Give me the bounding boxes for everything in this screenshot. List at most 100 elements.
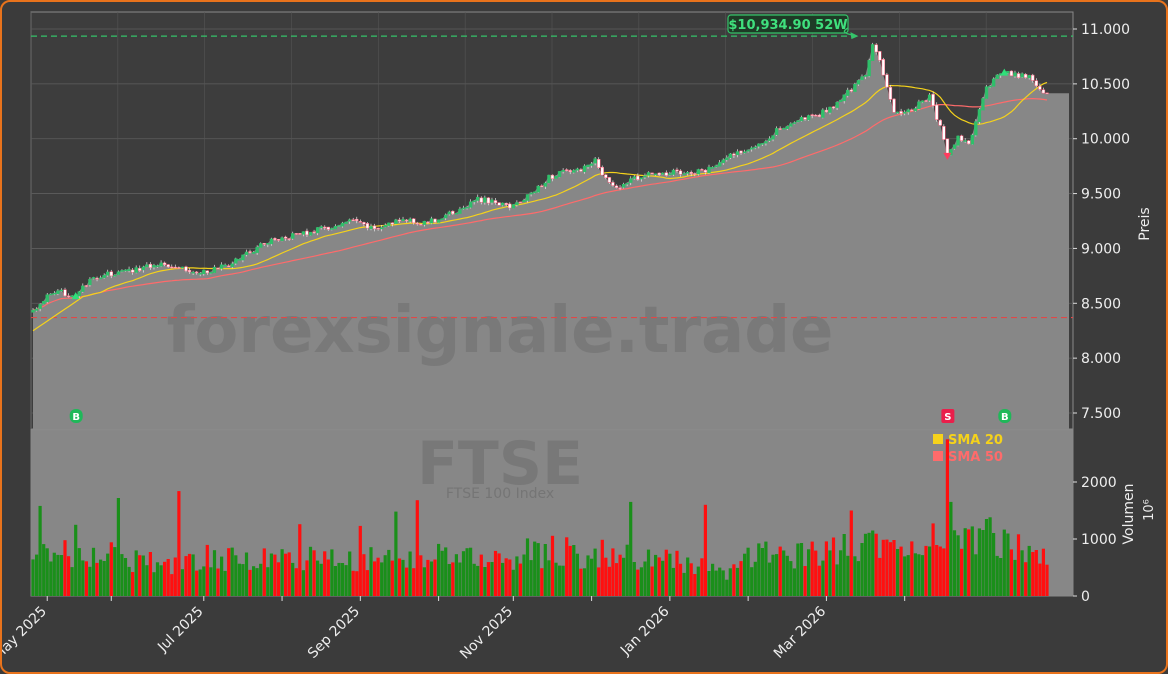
candle-body: [362, 222, 366, 225]
candle-body: [949, 149, 953, 156]
volume-bar: [952, 530, 957, 596]
volume-bar: [351, 570, 355, 596]
volume-bar: [77, 548, 81, 596]
volume-bar: [252, 566, 256, 596]
candle-body: [141, 266, 145, 271]
volume-bar: [614, 563, 619, 596]
volume-bar: [867, 532, 871, 596]
volume-bar: [195, 570, 199, 596]
candle-body: [735, 151, 740, 155]
volume-bar: [511, 569, 515, 596]
price-axis-label: Preis: [1137, 207, 1153, 240]
volume-bar: [433, 559, 437, 596]
volume-bar: [419, 555, 423, 596]
volume-bar: [209, 567, 213, 596]
volume-bar: [799, 543, 804, 596]
volume-bar: [831, 537, 836, 596]
volume-bar: [789, 561, 793, 596]
volume-bar: [693, 574, 697, 596]
volume-bar: [355, 571, 359, 596]
volume-bar: [778, 546, 782, 596]
legend-swatch: [933, 434, 943, 444]
candle-body: [365, 223, 370, 229]
volume-bar: [575, 553, 579, 596]
candle-body: [582, 165, 587, 172]
volume-bar: [490, 562, 494, 596]
volume-bar: [163, 561, 167, 596]
volume-bar: [856, 561, 860, 596]
volume-bar: [992, 533, 996, 596]
candle-body: [838, 99, 843, 102]
volume-bar: [155, 562, 160, 596]
candle-body: [675, 169, 679, 172]
candle-body: [874, 44, 878, 53]
candle-body: [661, 172, 665, 175]
candle-body: [710, 167, 715, 169]
volume-bar: [316, 560, 320, 596]
volume-bar: [401, 559, 405, 596]
candle-body: [63, 289, 67, 297]
volume-bar: [771, 554, 775, 596]
candle-body: [682, 173, 686, 175]
volume-bar: [56, 554, 60, 596]
volume-bar: [422, 567, 426, 596]
candle-body: [223, 264, 227, 267]
candle-body: [38, 304, 42, 309]
volume-bar: [625, 544, 629, 596]
volume-axis-label: Volumen: [1121, 484, 1137, 545]
volume-bar: [319, 563, 323, 596]
candle-body: [632, 176, 637, 179]
volume-bar: [1002, 529, 1006, 596]
candle-body: [664, 172, 669, 176]
candle-body: [906, 109, 910, 113]
volume-bar: [835, 564, 839, 596]
candle-body: [700, 169, 704, 171]
candle-body: [152, 264, 156, 268]
volume-bar: [116, 498, 120, 596]
candle-body: [522, 200, 526, 203]
candle-body: [1023, 73, 1028, 78]
candle-body: [913, 108, 918, 112]
candle-body: [390, 222, 394, 225]
candle-body: [255, 246, 259, 253]
volume-bar: [1031, 552, 1035, 596]
candle-body: [42, 301, 46, 305]
volume-bar: [273, 554, 277, 596]
volume-bar: [657, 557, 661, 596]
volume-bar: [892, 540, 896, 596]
date-tick-label: Sep 2025: [305, 604, 363, 662]
volume-bar: [721, 570, 725, 596]
candle-body: [792, 122, 797, 124]
volume-bar: [323, 551, 327, 596]
candle-body: [287, 238, 291, 240]
candle-body: [372, 225, 377, 230]
volume-bar: [543, 544, 547, 596]
volume-bar: [465, 548, 469, 596]
volume-bar: [636, 569, 640, 596]
candle-body: [817, 114, 822, 117]
candle-body: [803, 117, 807, 120]
candle-body: [230, 263, 234, 267]
candle-body: [483, 197, 487, 203]
candle-body: [714, 165, 718, 168]
volume-bar: [380, 562, 384, 596]
candle-body: [849, 89, 854, 92]
candle-body: [191, 271, 195, 274]
volume-bar: [792, 568, 796, 596]
candle-body: [718, 162, 722, 167]
candle-body: [91, 277, 96, 279]
buy-arrow: [1000, 68, 1009, 76]
candle-body: [910, 109, 914, 111]
candle-body: [828, 106, 832, 113]
candle-body: [387, 222, 391, 226]
volume-bar: [259, 563, 263, 596]
sell-signal-marker: [941, 409, 955, 423]
candle-body: [308, 231, 313, 236]
candle-body: [84, 285, 89, 287]
sma-50-line: [32, 97, 1048, 311]
volume-bar: [145, 565, 149, 596]
candle-body: [650, 172, 654, 175]
volume-bar: [383, 555, 387, 596]
signal-label: B: [1001, 412, 1009, 423]
price-tick-label: 10.000: [1081, 132, 1130, 148]
